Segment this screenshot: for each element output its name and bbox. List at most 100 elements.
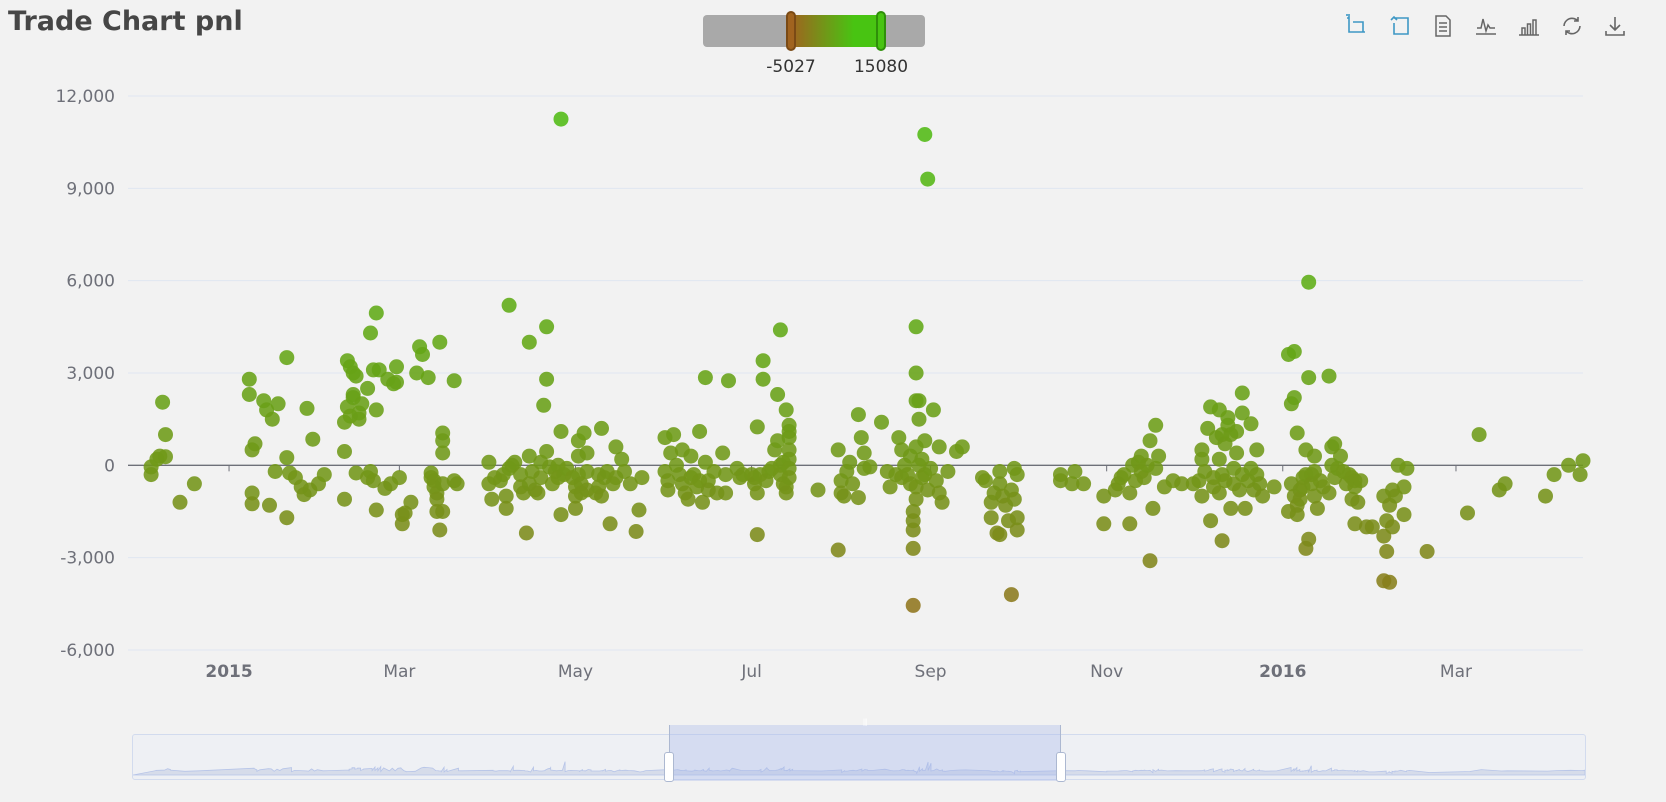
scatter-point[interactable] bbox=[908, 319, 924, 335]
scatter-point[interactable] bbox=[874, 414, 889, 430]
scatter-point[interactable] bbox=[415, 347, 430, 362]
scatter-point[interactable] bbox=[862, 459, 878, 475]
scatter-point[interactable] bbox=[1321, 485, 1337, 501]
scatter-point[interactable] bbox=[718, 485, 734, 501]
scatter-point[interactable] bbox=[749, 419, 765, 435]
scatter-point[interactable] bbox=[1096, 516, 1112, 532]
scatter-point[interactable] bbox=[498, 488, 514, 504]
scatter-point[interactable] bbox=[1379, 544, 1395, 559]
scatter-point[interactable] bbox=[1148, 460, 1164, 476]
scatter-point[interactable] bbox=[1234, 385, 1250, 401]
scatter-point[interactable] bbox=[770, 433, 786, 449]
scatter-point[interactable] bbox=[755, 371, 771, 387]
scatter-point[interactable] bbox=[279, 450, 295, 466]
restore-tool-button[interactable] bbox=[1559, 12, 1585, 40]
scatter-point[interactable] bbox=[539, 444, 555, 459]
scatter-point[interactable] bbox=[836, 488, 852, 504]
scatter-point[interactable] bbox=[391, 470, 407, 486]
scatter-point[interactable] bbox=[1211, 485, 1227, 501]
scatter-point[interactable] bbox=[579, 464, 595, 479]
scatter-point[interactable] bbox=[435, 476, 451, 492]
scatter-point[interactable] bbox=[830, 542, 846, 558]
line-chart-tool-button[interactable] bbox=[1473, 12, 1499, 40]
scatter-point[interactable] bbox=[498, 500, 514, 516]
scatter-point[interactable] bbox=[579, 445, 595, 461]
scatter-point[interactable] bbox=[781, 430, 797, 446]
scatter-point[interactable] bbox=[772, 322, 788, 338]
scatter-point[interactable] bbox=[1249, 442, 1265, 458]
scatter-point[interactable] bbox=[1307, 448, 1322, 464]
scatter-point[interactable] bbox=[1333, 448, 1348, 464]
scatter-point[interactable] bbox=[1234, 405, 1250, 421]
scatter-point[interactable] bbox=[348, 465, 364, 481]
scatter-point[interactable] bbox=[1096, 488, 1112, 504]
scatter-point[interactable] bbox=[594, 488, 609, 504]
scatter-point[interactable] bbox=[1286, 390, 1302, 406]
scatter-point[interactable] bbox=[1009, 510, 1025, 526]
scatter-point[interactable] bbox=[749, 527, 765, 543]
scatter-point[interactable] bbox=[1145, 500, 1161, 516]
scatter-point[interactable] bbox=[1076, 476, 1092, 492]
scatter-point[interactable] bbox=[158, 449, 173, 465]
scatter-point[interactable] bbox=[749, 485, 765, 501]
scatter-point[interactable] bbox=[810, 482, 826, 498]
scatter-point[interactable] bbox=[1229, 445, 1245, 461]
scatter-point[interactable] bbox=[1538, 488, 1553, 504]
scatter-point[interactable] bbox=[954, 439, 970, 455]
scatter-point[interactable] bbox=[1396, 479, 1412, 495]
scatter-point[interactable] bbox=[853, 430, 869, 446]
scatter-point[interactable] bbox=[1255, 488, 1271, 504]
scatter-point[interactable] bbox=[1286, 344, 1302, 359]
scatter-point[interactable] bbox=[1122, 485, 1138, 501]
visual-map-min-handle[interactable] bbox=[786, 11, 796, 51]
scatter-point[interactable] bbox=[553, 507, 569, 523]
scatter-point[interactable] bbox=[348, 368, 364, 384]
scatter-point[interactable] bbox=[830, 442, 846, 458]
scatter-point[interactable] bbox=[1211, 451, 1227, 467]
scatter-point[interactable] bbox=[928, 473, 944, 489]
scatter-point[interactable] bbox=[923, 460, 939, 476]
scatter-point[interactable] bbox=[934, 494, 950, 510]
scatter-point[interactable] bbox=[940, 464, 956, 479]
scatter-point[interactable] bbox=[536, 397, 552, 413]
scatter-point[interactable] bbox=[484, 491, 500, 507]
scatter-point[interactable] bbox=[553, 111, 569, 127]
scatter-point[interactable] bbox=[1243, 416, 1259, 432]
scatter-point[interactable] bbox=[905, 597, 921, 613]
scatter-point[interactable] bbox=[1053, 473, 1068, 489]
scatter-point[interactable] bbox=[850, 407, 866, 423]
scatter-point[interactable] bbox=[718, 467, 734, 483]
scatter-point[interactable] bbox=[1572, 467, 1588, 483]
scatter-point[interactable] bbox=[539, 319, 555, 335]
scatter-point[interactable] bbox=[1292, 491, 1308, 507]
bar-chart-tool-button[interactable] bbox=[1516, 12, 1542, 40]
scatter-point[interactable] bbox=[781, 470, 797, 486]
scatter-point[interactable] bbox=[1220, 410, 1236, 426]
scatter-point[interactable] bbox=[891, 430, 907, 446]
scatter-point[interactable] bbox=[628, 524, 644, 539]
scatter-point[interactable] bbox=[337, 491, 352, 507]
scatter-point[interactable] bbox=[389, 374, 404, 390]
scatter-point[interactable] bbox=[316, 467, 332, 483]
scatter-point[interactable] bbox=[533, 470, 549, 486]
scatter-point[interactable] bbox=[666, 427, 682, 443]
scatter-point[interactable] bbox=[680, 491, 696, 507]
scatter-point[interactable] bbox=[602, 516, 618, 532]
scatter-point[interactable] bbox=[1321, 368, 1337, 384]
scatter-point[interactable] bbox=[683, 448, 699, 464]
scatter-point[interactable] bbox=[1237, 500, 1253, 516]
scatter-point[interactable] bbox=[337, 444, 352, 459]
scatter-point[interactable] bbox=[770, 387, 786, 402]
scatter-point[interactable] bbox=[553, 424, 569, 439]
scatter-point[interactable] bbox=[279, 350, 295, 366]
scatter-point[interactable] bbox=[158, 427, 173, 443]
scatter-point[interactable] bbox=[501, 297, 517, 313]
scatter-point[interactable] bbox=[368, 402, 384, 418]
scatter-point[interactable] bbox=[435, 433, 451, 449]
zoom-tool-button[interactable] bbox=[1344, 12, 1370, 40]
download-tool-button[interactable] bbox=[1602, 12, 1628, 40]
scatter-point[interactable] bbox=[432, 334, 448, 350]
scatter-point[interactable] bbox=[244, 496, 260, 512]
scatter-point[interactable] bbox=[608, 439, 624, 455]
scatter-point[interactable] bbox=[992, 464, 1008, 479]
